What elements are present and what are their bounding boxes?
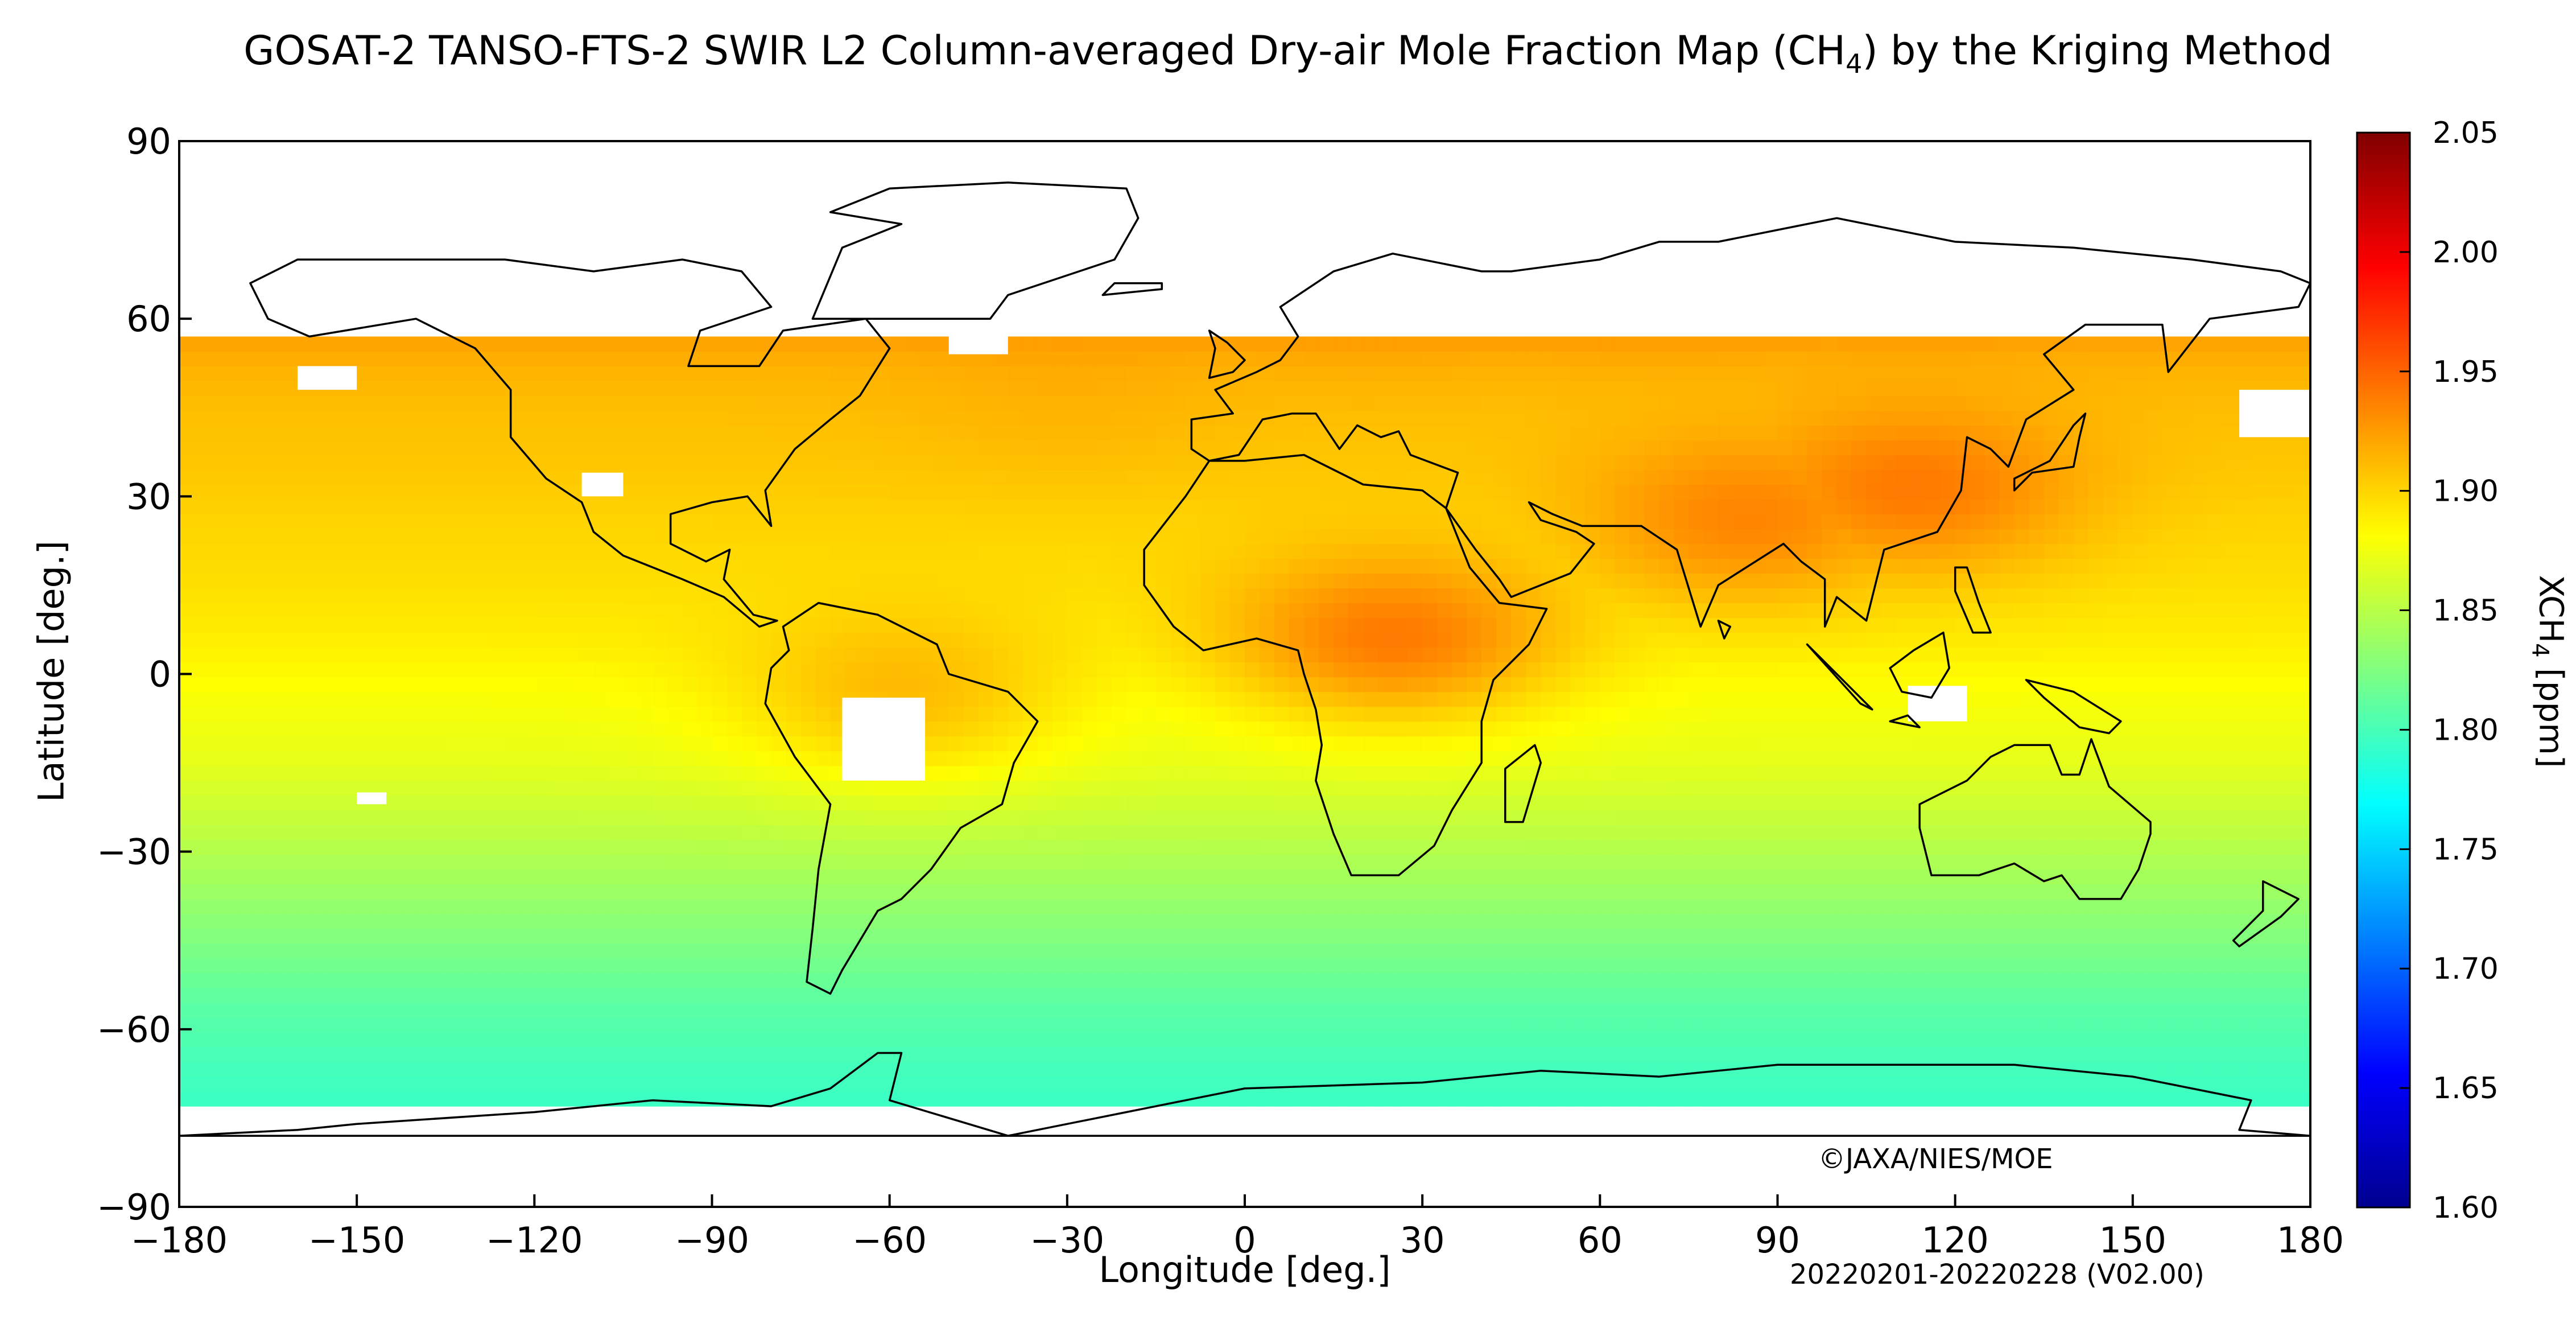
x-tick-label: −60 xyxy=(852,1219,927,1261)
xch4-map-field xyxy=(179,307,2310,1107)
colorbar-tick-label: 1.70 xyxy=(2433,952,2499,986)
y-axis-ticks: −90 −60 −30 0 30 60 90 xyxy=(97,121,192,1228)
y-tick-label: 90 xyxy=(126,121,171,162)
x-tick-label: 30 xyxy=(1400,1219,1445,1261)
colorbar-tick-label: 1.90 xyxy=(2433,475,2499,509)
y-tick-label: 60 xyxy=(126,298,171,340)
colorbar-tick-label: 1.75 xyxy=(2433,832,2499,867)
x-axis-ticks: −180 −150 −120 −90 −60 −30 0 30 60 90 120 150 180 xyxy=(131,1194,2344,1261)
colorbar xyxy=(2356,131,2411,1209)
x-tick-label: −30 xyxy=(1030,1219,1104,1261)
colorbar-tick-label: 1.95 xyxy=(2433,355,2499,389)
x-tick-label: −150 xyxy=(308,1219,405,1261)
x-tick-label: −90 xyxy=(675,1219,749,1261)
x-tick-label: 180 xyxy=(2277,1219,2344,1261)
x-tick-label: 120 xyxy=(1921,1219,1988,1261)
x-axis-label: Longitude [deg.] xyxy=(1099,1249,1391,1291)
coastline-outlines xyxy=(179,182,2310,1137)
colorbar-ticks: 1.60 1.65 1.70 1.75 1.80 1.85 1.90 1.95 2.00 2.05 xyxy=(2400,116,2499,1225)
colorbar-tick-label: 2.05 xyxy=(2433,116,2499,150)
copyright-label: ©JAXA/NIES/MOE xyxy=(1818,1143,2053,1175)
colorbar-tick-label: 1.65 xyxy=(2433,1071,2499,1106)
y-tick-label: −90 xyxy=(97,1186,171,1228)
y-tick-label: −30 xyxy=(97,831,171,873)
colorbar-tick-label: 2.00 xyxy=(2433,236,2499,270)
y-tick-label: 0 xyxy=(149,654,171,695)
x-tick-label: −180 xyxy=(131,1219,228,1261)
x-tick-label: 0 xyxy=(1233,1219,1256,1261)
x-tick-label: 90 xyxy=(1755,1219,1800,1261)
y-tick-label: 30 xyxy=(126,476,171,517)
y-tick-label: −60 xyxy=(97,1009,171,1050)
period-label: 20220201-20220228 (V02.00) xyxy=(1790,1259,2205,1291)
x-tick-label: 150 xyxy=(2099,1219,2166,1261)
colorbar-tick-label: 1.85 xyxy=(2433,594,2499,628)
chart-title: GOSAT-2 TANSO-FTS-2 SWIR L2 Column-avera… xyxy=(243,27,2333,79)
x-tick-label: −120 xyxy=(486,1219,583,1261)
x-tick-label: 60 xyxy=(1578,1219,1623,1261)
colorbar-tick-label: 1.60 xyxy=(2433,1191,2499,1225)
colorbar-tick-label: 1.80 xyxy=(2433,713,2499,747)
